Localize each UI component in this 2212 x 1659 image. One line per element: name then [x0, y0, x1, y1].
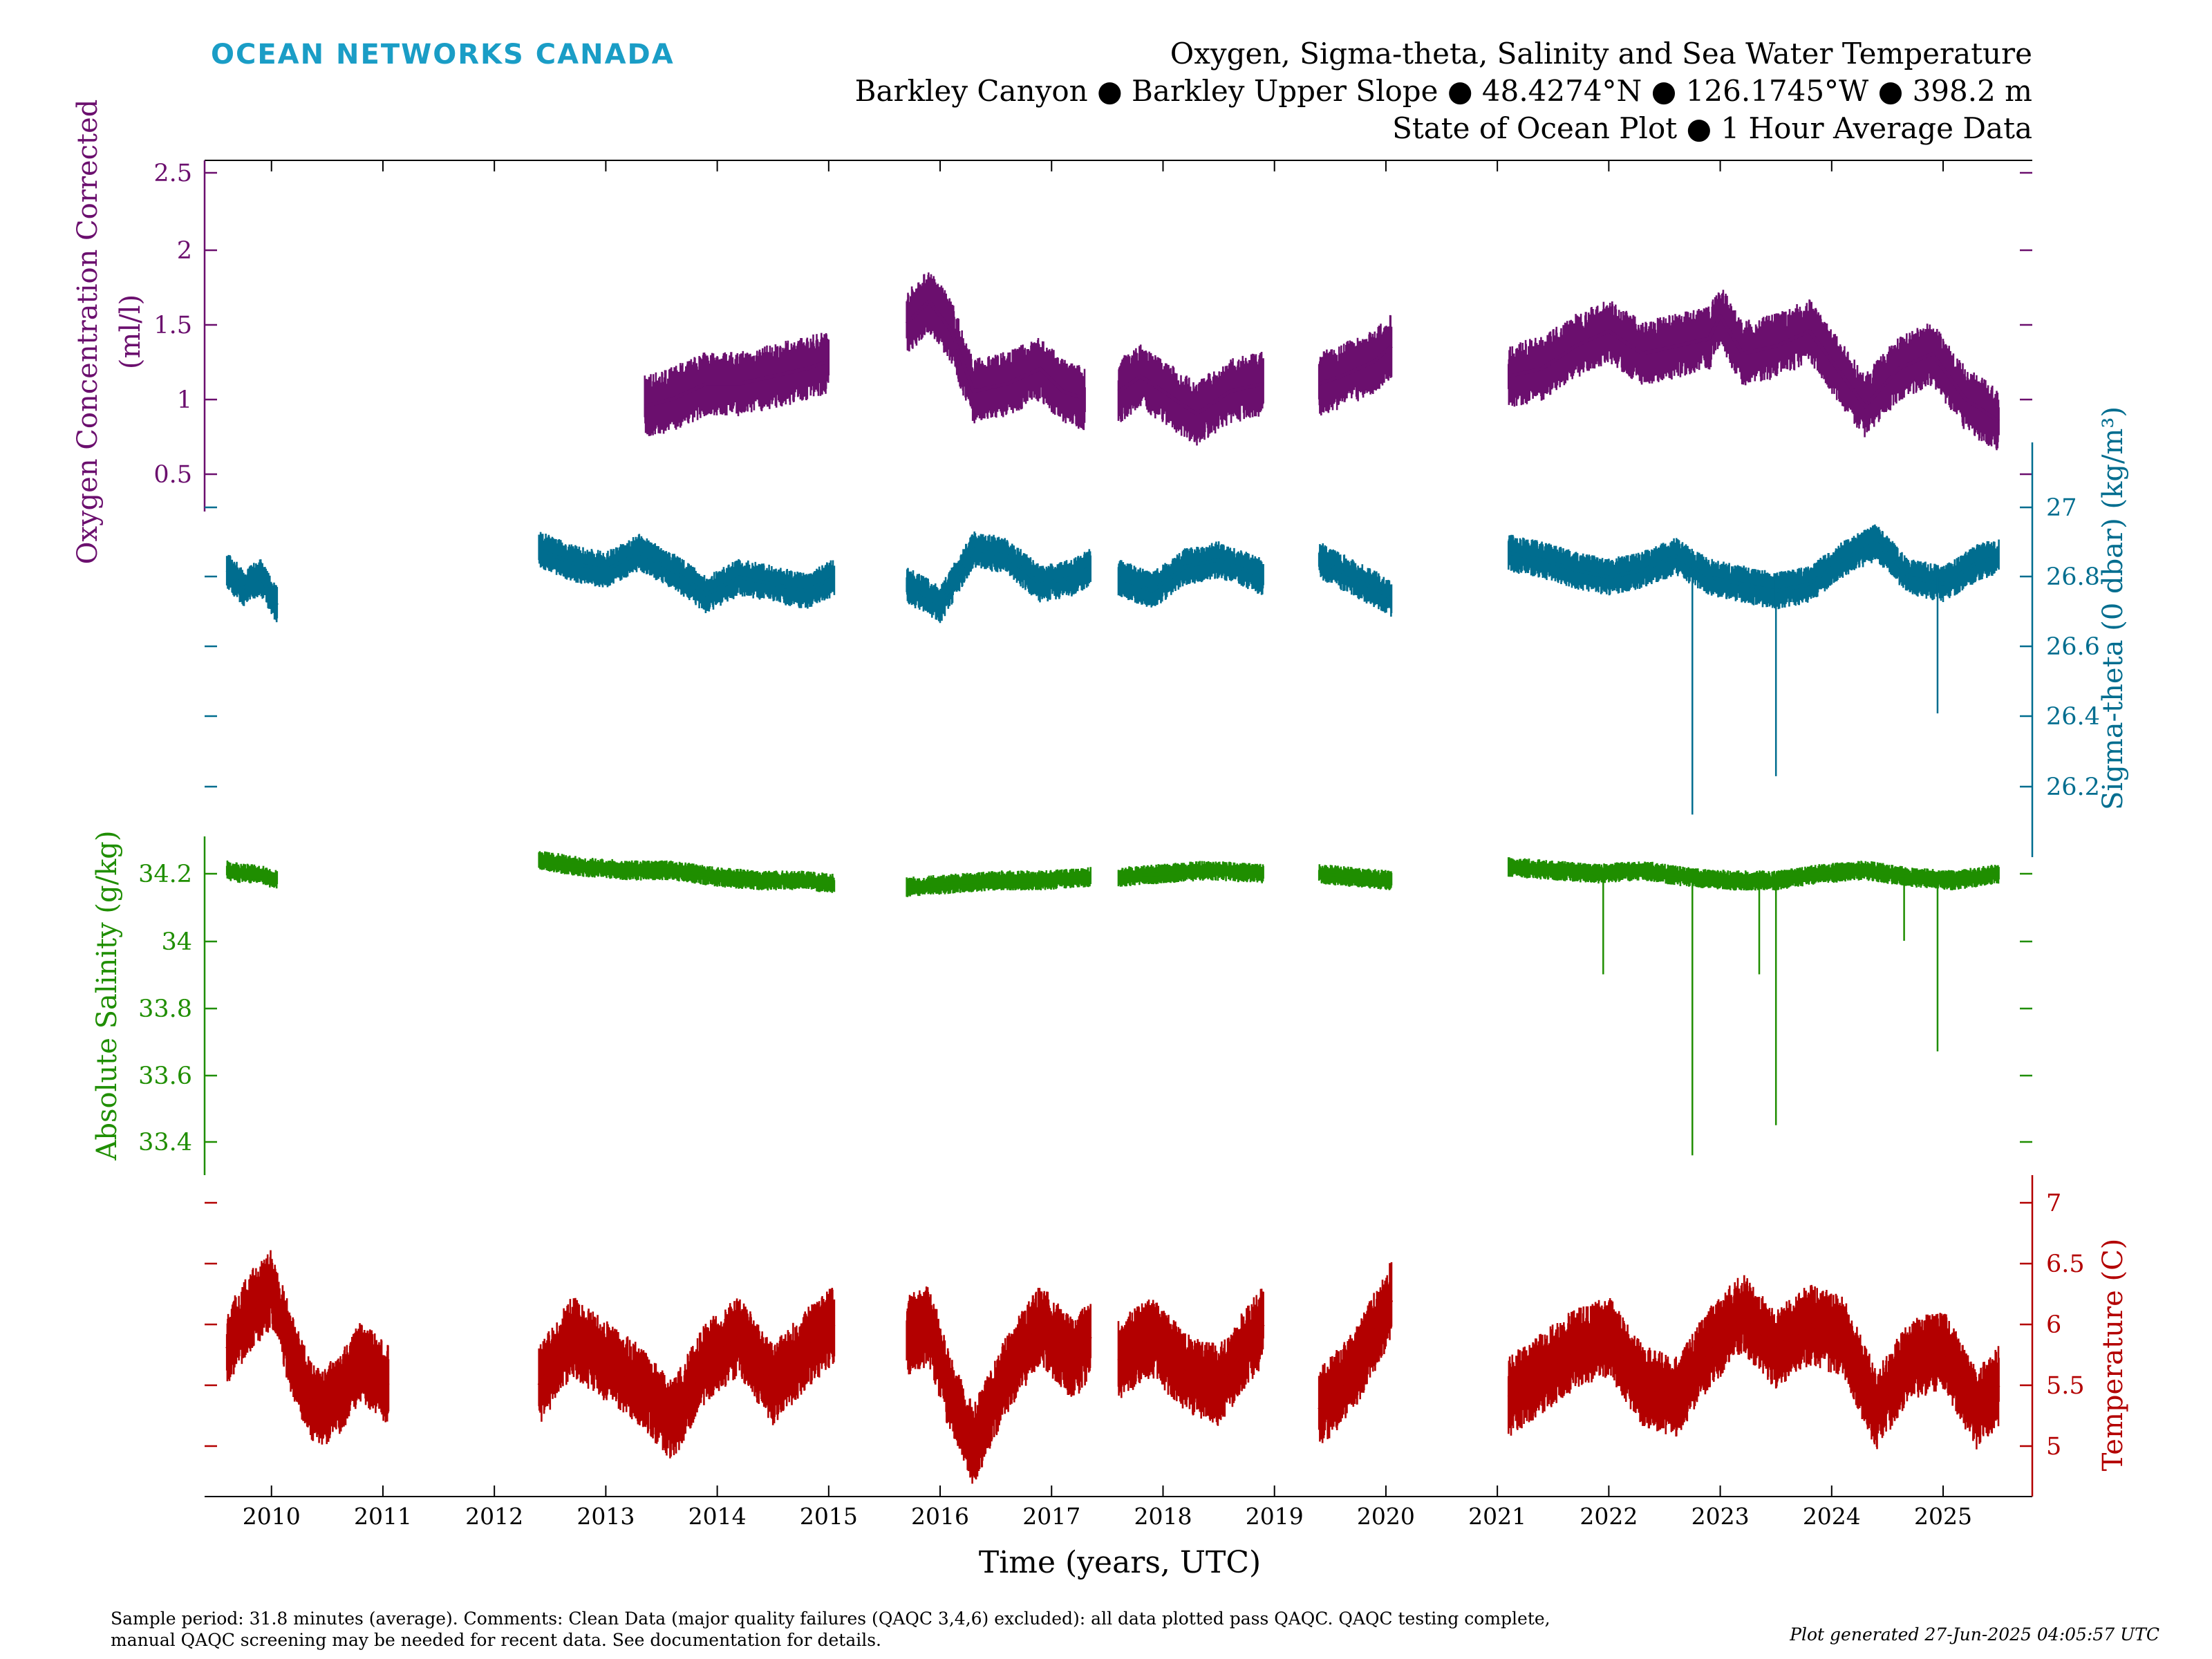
temperature-series — [225, 1250, 2000, 1484]
sigma-segment — [538, 532, 836, 613]
plot-subtitle: Barkley Canyon ● Barkley Upper Slope ● 4… — [855, 74, 2032, 108]
salinity-tick-label: 34 — [161, 928, 192, 956]
temperature-trend — [1507, 1310, 2000, 1412]
temperature-segment — [538, 1288, 836, 1459]
temperature-trend — [1117, 1323, 1265, 1387]
oxygen-series — [643, 272, 2000, 451]
sigma-segment — [906, 531, 1091, 624]
sigma-tick-label: 26.6 — [2046, 633, 2100, 661]
oxygen-segment — [1318, 315, 1393, 415]
salinity-series — [225, 851, 2000, 897]
plot-generated-timestamp: Plot generated 27-Jun-2025 04:05:57 UTC — [1790, 1624, 2159, 1644]
oxygen-segment — [906, 272, 1086, 431]
salinity-trend — [1117, 868, 1265, 879]
sigma-tick-label: 27 — [2046, 494, 2077, 522]
sigma-trend — [905, 547, 1092, 607]
x-axis-label: Time (years, UTC) — [979, 1545, 1261, 1580]
temperature-trend — [537, 1323, 836, 1424]
sigma-segment — [1117, 541, 1264, 608]
sigma-segment — [1508, 524, 2000, 610]
footer-note: Sample period: 31.8 minutes (average). C… — [111, 1608, 1770, 1651]
sigma-trend — [537, 547, 836, 597]
x-tick-label: 2016 — [911, 1503, 969, 1530]
x-tick-label: 2025 — [1914, 1503, 1972, 1530]
temperature-segment — [1318, 1262, 1393, 1443]
x-tick-label: 2018 — [1134, 1503, 1192, 1530]
footer-note-line-1: Sample period: 31.8 minutes (average). C… — [111, 1609, 1550, 1629]
x-tick-label: 2019 — [1246, 1503, 1304, 1530]
temperature-tick-label: 6.5 — [2046, 1250, 2085, 1278]
x-tick-label: 2017 — [1022, 1503, 1080, 1530]
sigma-tick-label: 26.2 — [2046, 774, 2100, 801]
temperature-axis-title: Temperature (C) — [2097, 1239, 2129, 1472]
oxygen-trend — [1318, 344, 1393, 386]
salinity-trend — [537, 859, 836, 886]
oxygen-axis-title: (ml/l) — [115, 294, 147, 369]
salinity-trend — [225, 868, 279, 883]
oxygen-trend — [1507, 314, 2000, 423]
temperature-segment — [906, 1286, 1091, 1484]
x-tick-label: 2015 — [800, 1503, 858, 1530]
sigma-tick-label: 26.4 — [2046, 703, 2100, 731]
sigma-series — [225, 524, 2000, 624]
x-tick-label: 2024 — [1803, 1503, 1861, 1530]
oxygen-tick-label: 1.5 — [153, 312, 192, 339]
salinity-tick-label: 33.4 — [138, 1129, 192, 1156]
oxygen-segment — [1508, 290, 2000, 451]
x-tick-label: 2022 — [1580, 1503, 1638, 1530]
x-tick-label: 2021 — [1468, 1503, 1526, 1530]
sigma-axis-title: Sigma-theta (0 dbar) (kg/m³) — [2097, 406, 2129, 810]
oxygen-trend — [643, 359, 830, 409]
salinity-tick-label: 34.2 — [138, 861, 192, 888]
x-tick-label: 2020 — [1357, 1503, 1415, 1530]
oxygen-trend — [905, 299, 1087, 401]
temperature-tick-label: 5.5 — [2046, 1372, 2085, 1400]
temperature-segment — [225, 1250, 390, 1445]
salinity-trend — [905, 875, 1092, 889]
sigma-segment — [225, 554, 279, 623]
oxygen-tick-label: 1 — [177, 386, 192, 414]
oxygen-tick-label: 2 — [177, 237, 192, 265]
sigma-trend — [1318, 558, 1393, 600]
temperature-tick-label: 7 — [2046, 1190, 2061, 1217]
oxygen-axis-title: Oxygen Concentration Corrected — [72, 100, 104, 565]
x-tick-label: 2011 — [354, 1503, 412, 1530]
sigma-trend — [1117, 558, 1265, 593]
temperature-segment — [1117, 1288, 1264, 1426]
salinity-tick-label: 33.8 — [138, 995, 192, 1023]
temperature-trend — [225, 1286, 390, 1412]
salinity-trend — [1318, 872, 1393, 883]
plot-caption: State of Ocean Plot ● 1 Hour Average Dat… — [1392, 111, 2032, 145]
salinity-tick-label: 33.6 — [138, 1062, 192, 1090]
plot-title: Oxygen, Sigma-theta, Salinity and Sea Wa… — [1170, 37, 2032, 71]
x-tick-label: 2014 — [688, 1503, 747, 1530]
temperature-segment — [1508, 1275, 2000, 1450]
sigma-tick-label: 26.8 — [2046, 563, 2100, 591]
footer-note-line-2: manual QAQC screening may be needed for … — [111, 1630, 881, 1650]
plot-area: 2010 2011 2012 2013 2014 2015 2016 2017 2018 2019… — [72, 100, 2129, 1530]
x-tick-label: 2013 — [577, 1503, 635, 1530]
temperature-tick-label: 5 — [2046, 1433, 2061, 1461]
temperature-trend — [1318, 1299, 1394, 1411]
salinity-axis-title: Absolute Salinity (g/kg) — [91, 830, 123, 1161]
x-tick-label: 2023 — [1691, 1503, 1750, 1530]
oxygen-tick-label: 2.5 — [153, 160, 192, 187]
oxygen-segment — [1117, 344, 1264, 446]
oxygen-tick-label: 0.5 — [153, 461, 192, 489]
x-tick-label: 2012 — [465, 1503, 523, 1530]
sigma-trend — [1507, 541, 2000, 593]
salinity-trend — [1507, 865, 2000, 883]
oxygen-trend — [1117, 374, 1265, 416]
x-tick-label: 2010 — [243, 1503, 301, 1530]
temperature-trend — [905, 1322, 1092, 1448]
brand-logo: OCEAN NETWORKS CANADA — [211, 39, 675, 71]
sigma-trend — [225, 569, 279, 606]
temperature-tick-label: 6 — [2046, 1311, 2061, 1339]
